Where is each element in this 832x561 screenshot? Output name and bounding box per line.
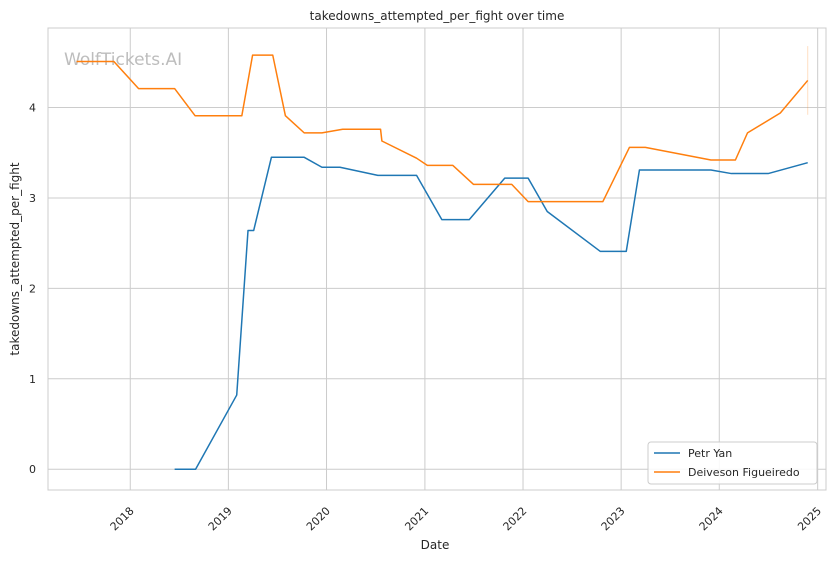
plot-border	[47, 27, 827, 491]
y-tick-label: 3	[29, 192, 36, 205]
y-tick-label: 0	[29, 463, 36, 476]
x-tick-label: 2021	[402, 504, 431, 533]
y-tick-labels: 0 1 2 3 4	[29, 102, 36, 477]
series-line-1	[76, 54, 809, 203]
grid	[48, 28, 826, 490]
series-layer	[76, 46, 809, 470]
x-axis-title: Date	[421, 538, 450, 552]
x-tick-label: 2018	[108, 504, 137, 533]
x-tick-label: 2023	[599, 504, 628, 533]
chart-title: takedowns_attempted_per_fight over time	[310, 9, 565, 23]
y-axis-title: takedowns_attempted_per_fight	[8, 162, 22, 355]
y-tick-label: 4	[29, 102, 36, 115]
x-tick-label: 2019	[206, 504, 235, 533]
x-tick-label: 2025	[795, 504, 824, 533]
x-tick-label: 2020	[304, 504, 333, 533]
legend-box	[647, 441, 818, 485]
watermark: WolfTickets.AI	[64, 50, 182, 70]
x-tick-label: 2024	[697, 504, 726, 533]
plot-background	[48, 28, 826, 490]
y-tick-label: 2	[29, 282, 36, 295]
legend-label: Petr Yan	[688, 447, 732, 460]
series-line-0	[174, 156, 808, 470]
legend-label: Deiveson Figueiredo	[688, 466, 800, 479]
y-tick-label: 1	[29, 373, 36, 386]
plot-frame	[47, 27, 827, 491]
x-tick-label: 2022	[500, 504, 529, 533]
x-tick-labels: 2018 2019 2020 2021 2022 2023 2024 2025	[108, 504, 824, 533]
legend: Petr Yan Deiveson Figueiredo	[647, 441, 818, 485]
